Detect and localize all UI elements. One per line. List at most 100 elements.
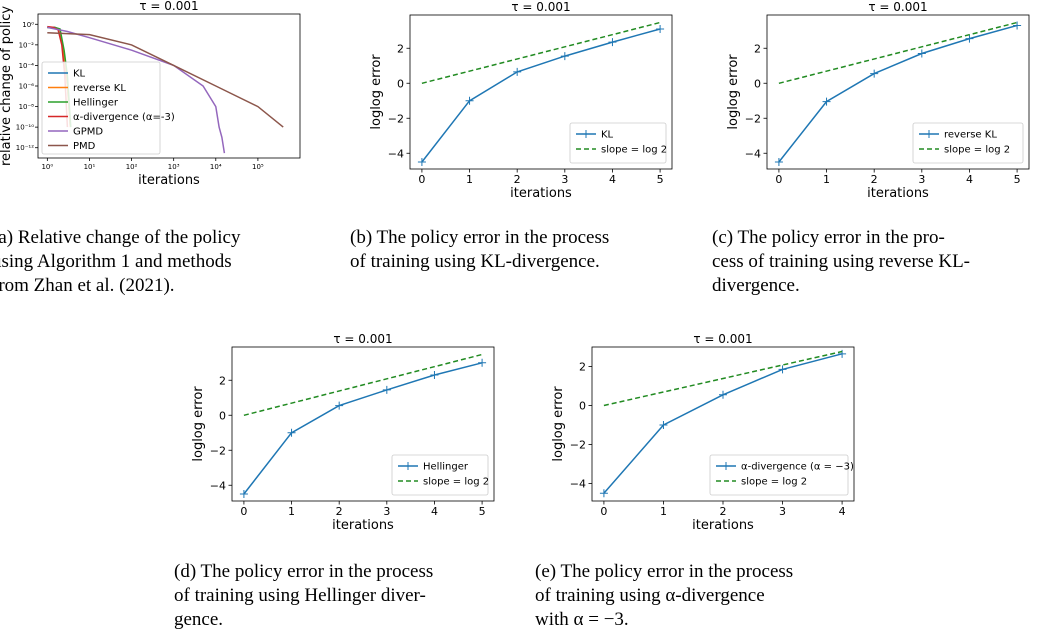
data-point-marker bbox=[239, 490, 248, 498]
y-tick-label: 2 bbox=[579, 360, 586, 373]
chart-b: τ = 0.001 iterations loglog error 0 1 2 3 4 5 −4 −… bbox=[350, 0, 695, 212]
caption-line: of training using KL-divergence. bbox=[350, 251, 600, 272]
legend-marker bbox=[925, 130, 933, 138]
caption-c: (c) The policy error in the pro- cess of… bbox=[712, 226, 1042, 298]
legend-box bbox=[912, 122, 1024, 164]
data-point-marker bbox=[719, 390, 727, 399]
data-point-marker bbox=[656, 25, 665, 33]
series-line-1 bbox=[603, 350, 843, 407]
x-tick-label: 10⁵ bbox=[252, 163, 264, 171]
data-point-marker bbox=[608, 38, 617, 47]
y-tick-label: −2 bbox=[388, 112, 404, 125]
x-tick-label: 0 bbox=[240, 505, 247, 518]
x-tick-label: 10¹ bbox=[84, 163, 96, 171]
x-tick-label: 5 bbox=[657, 173, 664, 186]
data-point-marker bbox=[382, 385, 391, 394]
plot-frame bbox=[409, 14, 673, 170]
x-tick-label: 4 bbox=[431, 505, 438, 518]
caption-b: (b) The policy error in the process of t… bbox=[350, 226, 690, 274]
caption-a: (a) Relative change of the policy using … bbox=[0, 226, 312, 298]
data-point-marker bbox=[430, 371, 439, 379]
legend-marker bbox=[404, 462, 412, 470]
x-tick-label: 4 bbox=[839, 505, 846, 518]
legend-label: slope = log 2 bbox=[601, 145, 667, 156]
data-point-marker bbox=[1013, 21, 1022, 30]
data-point-marker bbox=[599, 489, 608, 498]
x-tick-label: 4 bbox=[966, 173, 973, 186]
legend-label: reverse KL bbox=[73, 83, 126, 94]
plot-frame bbox=[231, 346, 495, 502]
series-line-1 bbox=[778, 21, 1018, 85]
caption-line: (c) The policy error in the pro- bbox=[712, 227, 945, 248]
data-point-marker bbox=[417, 158, 426, 166]
data-point-marker bbox=[659, 420, 668, 429]
x-axis-label: iterations bbox=[867, 186, 929, 201]
x-tick-label: 3 bbox=[561, 173, 568, 186]
x-tick-label: 1 bbox=[823, 173, 830, 186]
legend-label: KL bbox=[73, 69, 86, 80]
data-point-marker bbox=[774, 158, 783, 166]
chart-c: τ = 0.001 iterations loglog error 0 1 2 3 4 5 −4 −… bbox=[712, 0, 1044, 212]
x-axis-label: iterations bbox=[138, 173, 200, 188]
y-axis-label: loglog error bbox=[369, 54, 384, 130]
y-tick-label: 0 bbox=[397, 77, 404, 90]
data-point-marker bbox=[478, 358, 487, 367]
caption-line: (d) The policy error in the process bbox=[174, 561, 434, 582]
data-point-marker bbox=[335, 401, 344, 410]
legend-label: α-divergence (α = −3) bbox=[741, 462, 854, 473]
caption-line: (b) The policy error in the process bbox=[350, 227, 610, 248]
legend-marker bbox=[722, 462, 730, 470]
x-tick-label: 2 bbox=[871, 173, 878, 186]
y-tick-label: 10⁰ bbox=[22, 21, 34, 29]
x-tick-label: 3 bbox=[779, 505, 786, 518]
data-point-marker bbox=[465, 96, 474, 105]
x-tick-label: 1 bbox=[466, 173, 473, 186]
caption-e: (e) The policy error in the process of t… bbox=[535, 560, 855, 632]
x-tick-label: 1 bbox=[288, 505, 295, 518]
y-tick-label: 10⁻¹² bbox=[16, 144, 34, 152]
legend-label: GPMD bbox=[73, 127, 103, 138]
legend-box bbox=[569, 122, 667, 164]
data-point-marker bbox=[870, 69, 879, 78]
y-tick-label: 2 bbox=[397, 42, 404, 55]
x-tick-label: 3 bbox=[918, 173, 925, 186]
caption-line: cess of training using reverse KL- bbox=[712, 251, 971, 272]
x-tick-label: 10² bbox=[126, 163, 138, 171]
chart-c-svg: τ = 0.001 iterations loglog error 0 1 2 3 4 5 −4 −… bbox=[726, 0, 1030, 201]
caption-line: (a) Relative change of the policy bbox=[0, 227, 241, 248]
chart-title: τ = 0.001 bbox=[693, 332, 752, 346]
caption-line: using Algorithm 1 and methods bbox=[0, 251, 232, 272]
y-tick-label: −4 bbox=[388, 147, 404, 160]
data-point-marker bbox=[965, 34, 974, 43]
y-axis-label: loglog error bbox=[191, 386, 206, 462]
y-tick-label: 10⁻² bbox=[19, 41, 35, 49]
legend-label: α-divergence (α=-3) bbox=[73, 112, 175, 123]
data-point-marker bbox=[513, 67, 522, 76]
legend-marker bbox=[582, 130, 590, 138]
y-tick-label: 2 bbox=[219, 374, 226, 387]
legend-label: slope = log 2 bbox=[741, 477, 807, 488]
x-tick-label: 10⁴ bbox=[210, 163, 222, 171]
caption-line: divergence. bbox=[712, 275, 800, 296]
y-tick-label: 10⁻⁴ bbox=[19, 62, 35, 70]
plot-frame bbox=[766, 14, 1030, 170]
x-tick-label: 0 bbox=[600, 505, 607, 518]
x-tick-label: 3 bbox=[383, 505, 390, 518]
chart-e: τ = 0.001 iterations loglog error 0 1 2 3 4 −4 −2… bbox=[534, 332, 879, 544]
y-tick-label: −2 bbox=[745, 112, 761, 125]
x-axis-label: iterations bbox=[510, 186, 572, 201]
caption-line: gence. bbox=[174, 609, 224, 630]
y-tick-label: 0 bbox=[219, 409, 226, 422]
caption-d: (d) The policy error in the process of t… bbox=[174, 560, 509, 632]
y-axis-label: loglog error bbox=[551, 386, 566, 462]
chart-title: τ = 0.001 bbox=[868, 0, 927, 14]
x-axis-label: iterations bbox=[692, 518, 754, 533]
x-axis-label: iterations bbox=[332, 518, 394, 533]
chart-a-svg: τ = 0.001 iterations relative change of po… bbox=[0, 0, 301, 188]
data-point-marker bbox=[917, 49, 926, 58]
caption-line: (e) The policy error in the process bbox=[535, 561, 794, 582]
y-tick-label: 2 bbox=[754, 42, 761, 55]
x-tick-label: 4 bbox=[609, 173, 616, 186]
y-tick-label: 10⁻⁶ bbox=[19, 83, 35, 91]
legend-box bbox=[391, 454, 489, 496]
